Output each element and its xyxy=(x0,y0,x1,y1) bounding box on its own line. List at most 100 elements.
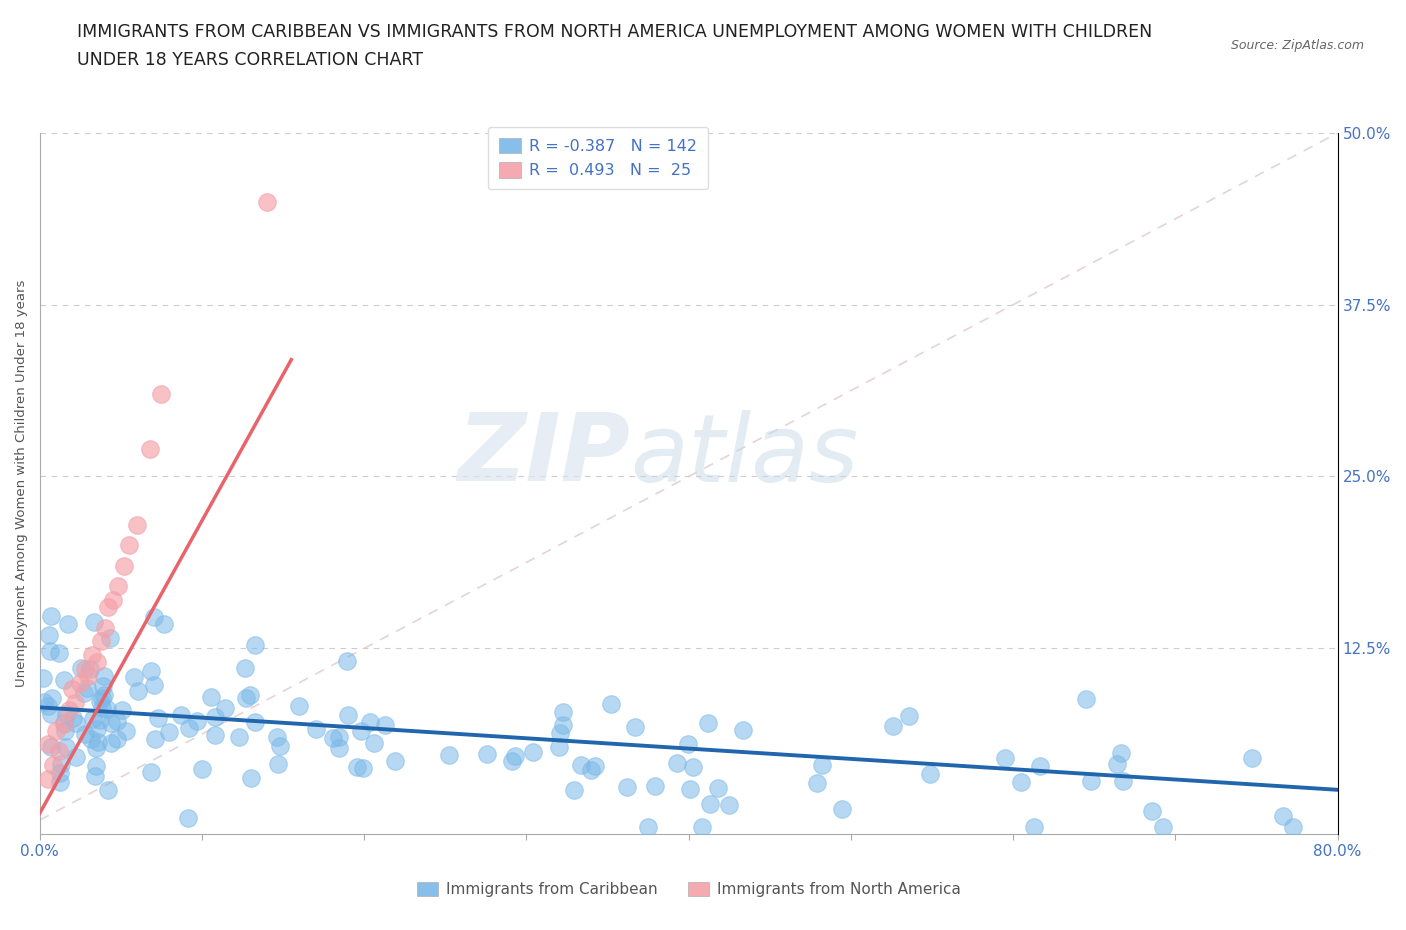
Text: Source: ZipAtlas.com: Source: ZipAtlas.com xyxy=(1230,39,1364,52)
Point xyxy=(53,673,76,688)
Point xyxy=(1272,808,1295,823)
Point xyxy=(305,722,328,737)
Point xyxy=(55,739,77,754)
Point xyxy=(1241,751,1264,765)
Point xyxy=(112,558,135,573)
Point xyxy=(65,696,87,711)
Point xyxy=(243,638,266,653)
Point xyxy=(666,755,689,770)
Point xyxy=(83,615,105,630)
Point xyxy=(97,783,120,798)
Point xyxy=(41,690,63,705)
Point xyxy=(1111,746,1133,761)
Point xyxy=(551,718,574,733)
Point xyxy=(993,751,1015,765)
Point xyxy=(322,730,344,745)
Point xyxy=(53,724,76,738)
Point xyxy=(583,758,606,773)
Point xyxy=(157,724,180,739)
Point xyxy=(101,592,124,607)
Point xyxy=(115,724,138,738)
Point xyxy=(637,819,659,834)
Point xyxy=(91,679,114,694)
Point xyxy=(690,819,713,834)
Point xyxy=(1076,691,1098,706)
Point xyxy=(93,687,115,702)
Point xyxy=(118,538,141,552)
Point xyxy=(682,760,704,775)
Point xyxy=(76,681,98,696)
Point xyxy=(39,739,62,754)
Point xyxy=(39,707,62,722)
Point xyxy=(699,796,721,811)
Text: ZIP: ZIP xyxy=(457,409,630,501)
Point xyxy=(522,745,544,760)
Point xyxy=(90,634,112,649)
Point xyxy=(80,731,103,746)
Point xyxy=(69,675,91,690)
Point xyxy=(127,684,149,698)
Point xyxy=(150,387,173,402)
Point xyxy=(107,579,129,594)
Point xyxy=(1112,773,1135,788)
Point xyxy=(48,645,70,660)
Point xyxy=(90,691,112,706)
Point xyxy=(100,716,122,731)
Point xyxy=(90,700,112,715)
Point xyxy=(676,737,699,751)
Point xyxy=(918,766,941,781)
Point xyxy=(267,756,290,771)
Point xyxy=(86,722,108,737)
Point xyxy=(1024,819,1046,834)
Point xyxy=(105,732,128,747)
Point xyxy=(53,716,76,731)
Point xyxy=(65,716,87,731)
Point xyxy=(624,720,647,735)
Point xyxy=(243,714,266,729)
Point xyxy=(1105,757,1128,772)
Point xyxy=(93,669,115,684)
Point xyxy=(105,713,128,728)
Point xyxy=(83,769,105,784)
Point xyxy=(336,708,359,723)
Point xyxy=(1152,819,1174,834)
Point xyxy=(599,697,621,711)
Point xyxy=(37,771,59,786)
Point xyxy=(80,647,103,662)
Point xyxy=(214,701,236,716)
Point xyxy=(359,715,381,730)
Point xyxy=(548,725,571,740)
Point xyxy=(53,716,76,731)
Point xyxy=(124,670,146,684)
Point xyxy=(143,732,166,747)
Point xyxy=(352,760,374,775)
Point xyxy=(233,660,256,675)
Point xyxy=(97,600,120,615)
Point xyxy=(1080,774,1102,789)
Point xyxy=(51,757,73,772)
Point xyxy=(707,780,730,795)
Point xyxy=(882,719,904,734)
Point xyxy=(228,730,250,745)
Point xyxy=(1281,819,1303,834)
Point xyxy=(48,744,70,759)
Point xyxy=(190,762,212,777)
Point xyxy=(328,729,350,744)
Point xyxy=(55,707,77,722)
Point xyxy=(87,735,110,750)
Point xyxy=(336,654,359,669)
Point xyxy=(186,713,208,728)
Point xyxy=(328,740,350,755)
Point xyxy=(235,690,257,705)
Point xyxy=(75,661,97,676)
Point xyxy=(89,693,111,708)
Point xyxy=(65,749,87,764)
Point xyxy=(77,669,100,684)
Point xyxy=(60,682,83,697)
Point xyxy=(111,702,134,717)
Point xyxy=(177,721,200,736)
Point xyxy=(49,775,72,790)
Point xyxy=(616,779,638,794)
Point xyxy=(79,662,101,677)
Point xyxy=(31,671,53,685)
